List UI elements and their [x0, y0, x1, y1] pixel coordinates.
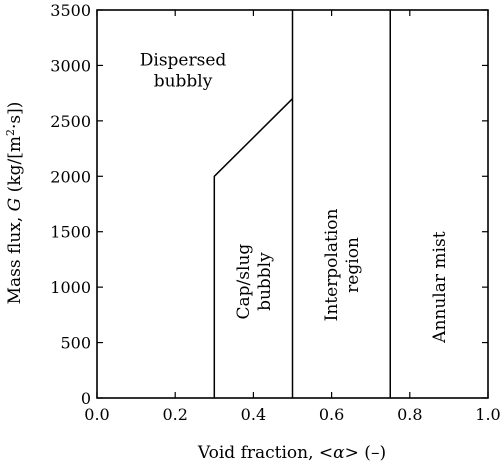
x-tick-label: 0.0 [84, 405, 109, 424]
y-tick-label: 500 [60, 334, 91, 353]
region-label-line: Dispersed [140, 50, 227, 70]
y-tick-label: 1500 [50, 223, 91, 242]
region-label-0: Dispersed bubbly [140, 50, 227, 91]
region-label-line: Interpolation [322, 209, 342, 322]
region-label-3: Annular mist [430, 231, 450, 344]
y-tick-label: 2000 [50, 167, 91, 186]
region-label-line: Cap/slug [234, 244, 254, 320]
y-tick-label: 3000 [50, 56, 91, 75]
region-label-line: bubbly [154, 71, 213, 91]
region-label-line: region [343, 237, 363, 293]
x-tick-label: 1.0 [475, 405, 500, 424]
x-axis-title: Void fraction, <α> (–) [197, 443, 386, 463]
region-label-2: Interpolationregion [322, 209, 363, 322]
y-tick-label: 1000 [50, 278, 91, 297]
region-label-1: Cap/slugbubbly [234, 244, 275, 320]
x-tick-label: 0.6 [319, 405, 344, 424]
axis-tick-labels: 0.0 0.2 0.4 0.6 0.8 1.0 0 500 1000 1500 2000 2500 30… [50, 1, 500, 424]
y-tick-label: 2500 [50, 112, 91, 131]
x-tick-label: 0.2 [162, 405, 187, 424]
x-tick-label: 0.8 [397, 405, 422, 424]
regime-boundary-0 [213, 98, 294, 398]
plot-frame [96, 9, 489, 399]
y-axis-title: Mass flux, G (kg/[m2·s]) [4, 102, 25, 305]
y-tick-label: 3500 [50, 1, 91, 20]
y-tick-label: 0 [81, 389, 91, 408]
x-tick-label: 0.4 [241, 405, 266, 424]
region-label-line: bubbly [255, 252, 275, 311]
region-label-line: Annular mist [430, 231, 450, 344]
regime-boundaries [213, 10, 391, 398]
